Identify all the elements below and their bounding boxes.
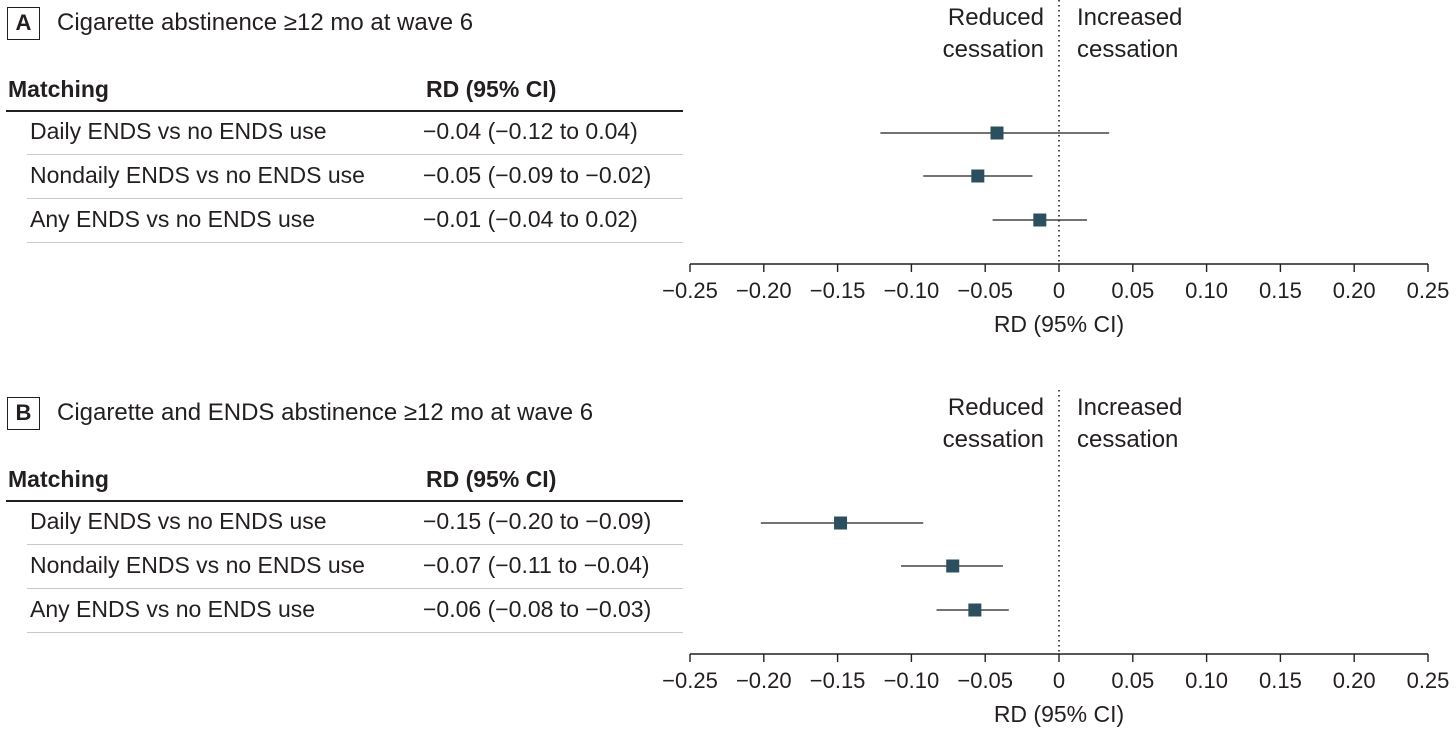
row-estimate: −0.05 (−0.09 to −0.02) <box>423 162 652 188</box>
row-estimate: −0.06 (−0.08 to −0.03) <box>423 596 652 622</box>
row-label: Daily ENDS vs no ENDS use <box>30 118 327 144</box>
forest-plot: −0.25 −0.20 −0.15 −0.10 −0.05 0 0.05 0.10 0.15 0.… <box>662 390 1450 693</box>
x-tick-label: −0.15 <box>810 668 866 693</box>
x-tick-label: 0.10 <box>1185 278 1228 303</box>
row-label: Any ENDS vs no ENDS use <box>30 596 316 622</box>
table-row: Daily ENDS vs no ENDS use −0.04 (−0.12 t… <box>27 111 683 155</box>
row-label: Any ENDS vs no ENDS use <box>30 206 316 232</box>
x-tick-label: 0.25 <box>1407 668 1450 693</box>
point-estimate-marker <box>990 126 1004 140</box>
point-estimate-marker <box>971 169 985 183</box>
x-tick-label: −0.25 <box>662 668 718 693</box>
panel-a: A Cigarette abstinence ≥12 mo at wave 6 … <box>0 0 1456 366</box>
x-tick-label: 0.15 <box>1259 278 1302 303</box>
matching-column-header: Matching <box>8 76 109 102</box>
panel-letter: B <box>7 397 40 430</box>
header-divider <box>6 500 683 502</box>
increased-cessation-label: Increased cessation <box>1077 2 1182 66</box>
x-tick-label: 0.20 <box>1333 668 1376 693</box>
x-tick-label: 0.05 <box>1111 278 1154 303</box>
x-tick-label: −0.05 <box>957 278 1013 303</box>
panel-title: Cigarette abstinence ≥12 mo at wave 6 <box>57 9 474 36</box>
point-estimate-marker <box>968 603 982 617</box>
row-estimate: −0.07 (−0.11 to −0.04) <box>423 552 650 578</box>
point-estimate-marker <box>834 516 848 530</box>
rd-column-header: RD (95% CI) <box>426 466 557 492</box>
point-estimate-marker <box>1033 213 1047 227</box>
x-tick-label: −0.05 <box>957 668 1013 693</box>
table-row: Daily ENDS vs no ENDS use −0.15 (−0.20 t… <box>27 501 683 545</box>
table-row: Nondaily ENDS vs no ENDS use −0.07 (−0.1… <box>27 545 683 589</box>
x-tick-label: 0.25 <box>1407 278 1450 303</box>
x-tick-label: 0.10 <box>1185 668 1228 693</box>
x-tick-label: −0.20 <box>736 278 792 303</box>
rd-column-header: RD (95% CI) <box>426 76 557 102</box>
forest-plot: −0.25 −0.20 −0.15 −0.10 −0.05 0 0.05 0.10 0.15 0.… <box>662 0 1450 303</box>
reduced-cessation-label: Reduced cessation <box>943 2 1044 66</box>
panel-b: B Cigarette and ENDS abstinence ≥12 mo a… <box>0 390 1456 756</box>
x-tick-label: 0.15 <box>1259 668 1302 693</box>
x-tick-label: 0.20 <box>1333 278 1376 303</box>
reduced-cessation-label: Reduced cessation <box>943 392 1044 456</box>
x-tick-label: −0.10 <box>884 668 940 693</box>
direction-text: Increased cessation <box>1077 394 1183 453</box>
point-estimate-marker <box>946 559 960 573</box>
matching-column-header: Matching <box>8 466 109 492</box>
row-label: Nondaily ENDS vs no ENDS use <box>30 552 365 578</box>
header-divider <box>6 110 683 112</box>
direction-text: Reduced cessation <box>942 4 1044 63</box>
row-estimate: −0.04 (−0.12 to 0.04) <box>423 118 638 144</box>
panel-title: Cigarette and ENDS abstinence ≥12 mo at … <box>57 399 594 426</box>
x-tick-label: 0.05 <box>1111 668 1154 693</box>
table-row: Nondaily ENDS vs no ENDS use −0.05 (−0.0… <box>27 155 683 199</box>
row-estimate: −0.15 (−0.20 to −0.09) <box>423 508 652 534</box>
row-label: Nondaily ENDS vs no ENDS use <box>30 162 365 188</box>
direction-text: Increased cessation <box>1077 4 1183 63</box>
table-row: Any ENDS vs no ENDS use −0.06 (−0.08 to … <box>27 589 683 633</box>
x-tick-label: 0 <box>1053 278 1065 303</box>
table-row: Any ENDS vs no ENDS use −0.01 (−0.04 to … <box>27 199 683 243</box>
direction-text: Reduced cessation <box>942 394 1044 453</box>
increased-cessation-label: Increased cessation <box>1077 392 1182 456</box>
x-tick-label: 0 <box>1053 668 1065 693</box>
row-estimate: −0.01 (−0.04 to 0.02) <box>423 206 638 232</box>
x-tick-label: −0.15 <box>810 278 866 303</box>
row-label: Daily ENDS vs no ENDS use <box>30 508 327 534</box>
x-tick-label: −0.20 <box>736 668 792 693</box>
panel-letter: A <box>7 7 40 40</box>
x-tick-label: −0.25 <box>662 278 718 303</box>
x-tick-label: −0.10 <box>884 278 940 303</box>
